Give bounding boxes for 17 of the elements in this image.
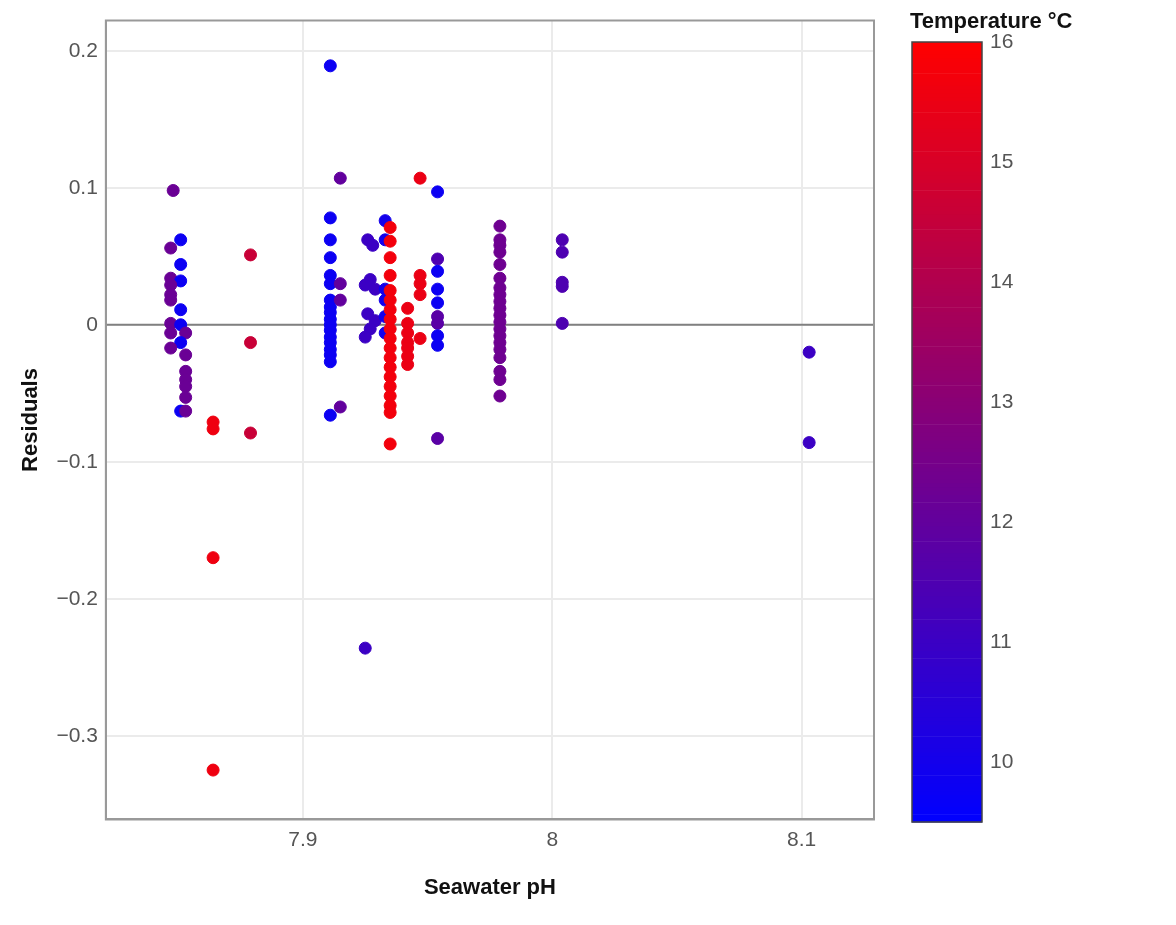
color-bar-label: 15: [990, 148, 1014, 172]
y-tick-label: −0.1: [56, 448, 98, 472]
y-tick-label: 0: [86, 311, 98, 335]
color-bar-label: 11: [990, 628, 1012, 652]
color-bar-label: 12: [990, 508, 1014, 532]
y-tick-label: 0.1: [68, 174, 98, 198]
color-bar-label: 10: [990, 748, 1014, 772]
y-tick-label: 0.2: [68, 37, 98, 61]
x-tick-label: 8: [546, 826, 559, 850]
color-bar-label: 13: [990, 388, 1014, 412]
color-bar-label: 14: [990, 268, 1014, 292]
y-tick-label: −0.3: [56, 722, 98, 746]
y-axis-title: Residuals: [17, 368, 43, 472]
y-tick-label: −0.2: [56, 585, 98, 609]
x-axis-title: Seawater pH: [423, 873, 556, 899]
x-tick-label: 8.1: [787, 826, 817, 850]
x-tick-label: 7.9: [288, 826, 318, 850]
